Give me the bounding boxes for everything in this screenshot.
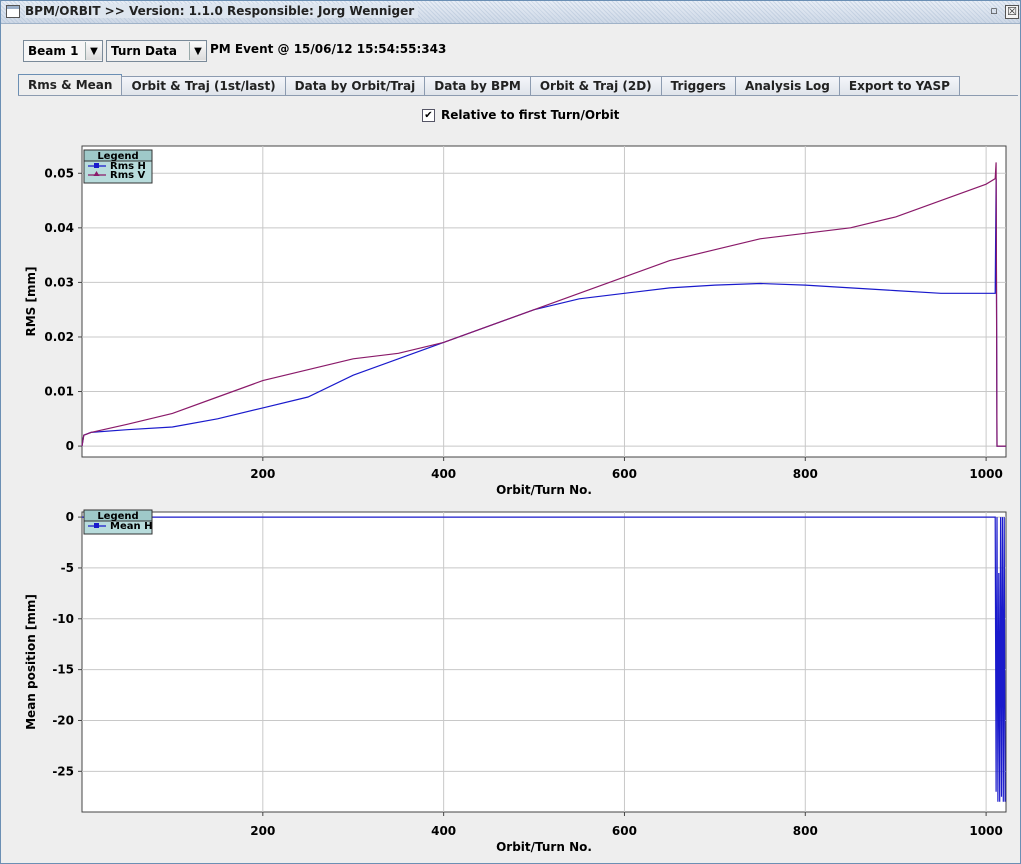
close-icon[interactable]: ☒ [1005,5,1019,19]
relative-option[interactable]: ✔ Relative to first Turn/Orbit [422,108,619,122]
chevron-down-icon[interactable]: ▼ [85,42,102,60]
tab-export-to-yasp[interactable]: Export to YASP [838,76,960,95]
data-type-select-value: Turn Data [111,44,177,58]
tab-divider [18,95,1018,96]
tab-data-by-bpm[interactable]: Data by BPM [424,76,531,95]
relative-checkbox-label: Relative to first Turn/Orbit [441,108,620,122]
data-type-select[interactable]: Turn Data ▼ [106,40,207,62]
tab-rms-mean[interactable]: Rms & Mean [18,74,123,95]
tab-analysis-log[interactable]: Analysis Log [734,76,840,95]
tab-orbit-traj-2d[interactable]: Orbit & Traj (2D) [529,76,662,95]
chevron-down-icon[interactable]: ▼ [189,42,206,60]
beam-select[interactable]: Beam 1 ▼ [23,40,103,62]
tab-data-by-orbit-traj[interactable]: Data by Orbit/Traj [284,76,426,95]
tab-bar: Rms & Mean Orbit & Traj (1st/last) Data … [18,74,960,96]
window-icon [6,5,20,18]
title-bar[interactable]: BPM/ORBIT >> Version: 1.1.0 Responsible:… [1,1,1020,24]
tab-orbit-traj-1st-last[interactable]: Orbit & Traj (1st/last) [121,76,286,95]
restore-icon[interactable]: ▫ [990,4,998,17]
tab-triggers[interactable]: Triggers [660,76,736,95]
relative-checkbox[interactable]: ✔ [422,108,435,122]
beam-select-value: Beam 1 [28,44,79,58]
window-title: BPM/ORBIT >> Version: 1.1.0 Responsible:… [25,4,419,18]
pm-event-label: PM Event @ 15/06/12 15:54:55:343 [210,42,447,56]
